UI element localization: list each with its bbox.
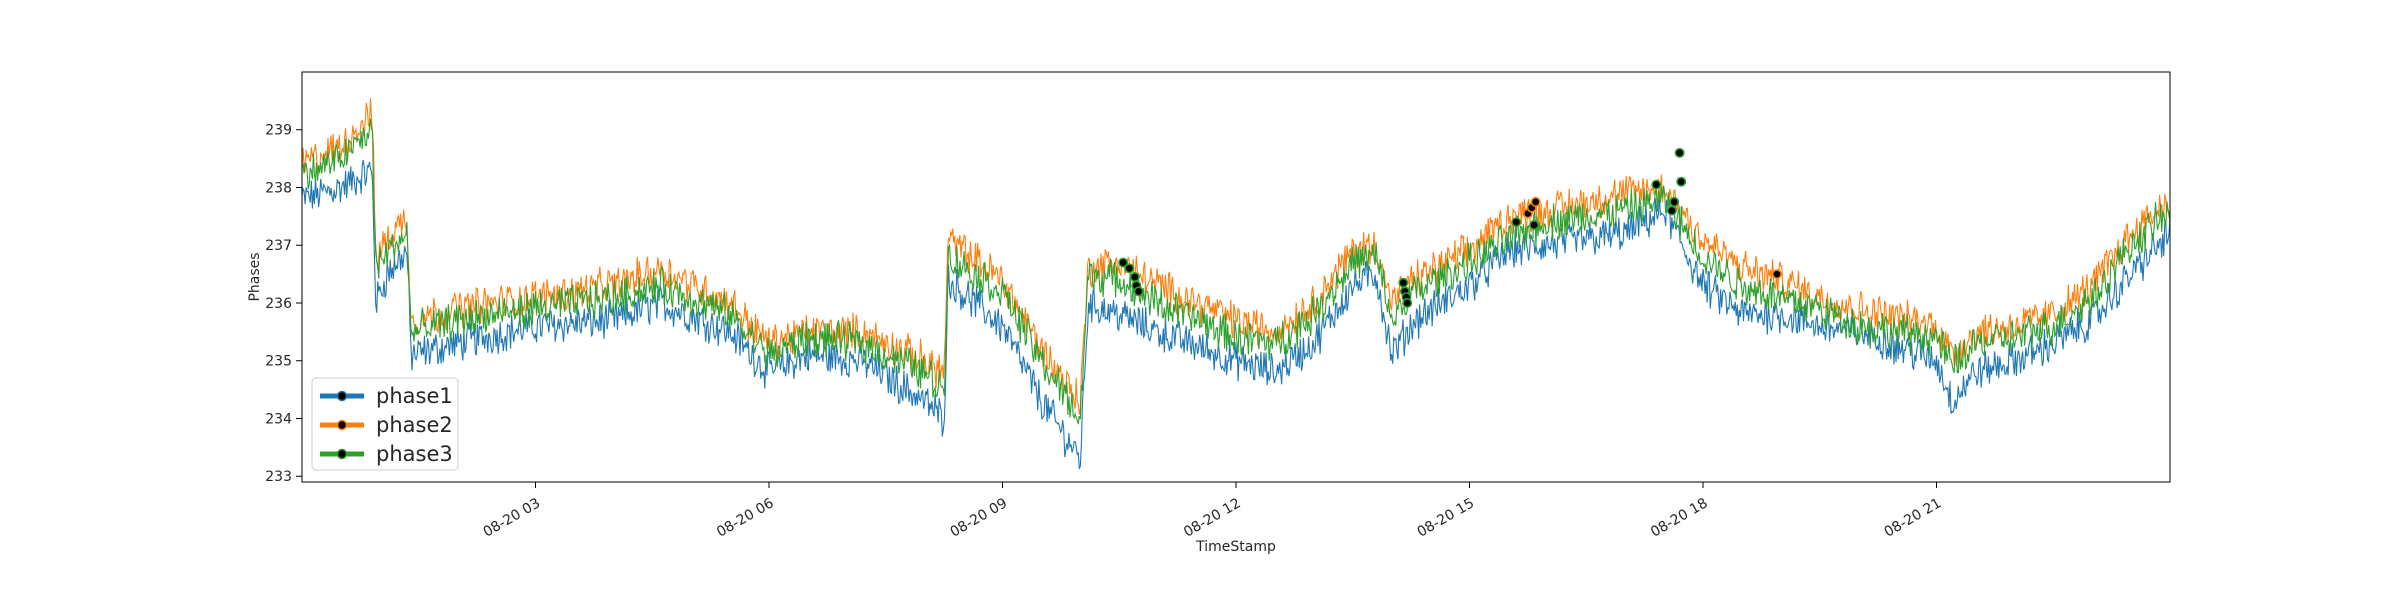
legend-label-phase2: phase2 (376, 413, 453, 437)
y-tick-label: 239 (265, 123, 292, 139)
x-axis-label: TimeStamp (1195, 539, 1276, 555)
y-tick-label: 234 (265, 411, 292, 427)
anomaly-point (1669, 196, 1680, 207)
anomaly-point (1511, 217, 1522, 228)
y-tick-label: 237 (265, 238, 292, 254)
y-axis-label: Phases (247, 252, 263, 301)
anomaly-point (1771, 269, 1782, 280)
legend-box (311, 377, 459, 471)
legend-marker (336, 419, 348, 431)
anomaly-point (1530, 196, 1541, 207)
anomaly-point (1129, 271, 1140, 282)
legend-marker (336, 448, 348, 460)
anomaly-point (1676, 176, 1687, 187)
anomaly-point (1402, 297, 1413, 308)
series-line-phase3 (302, 118, 2170, 425)
anomaly-point (1118, 257, 1129, 268)
y-tick-label: 236 (265, 296, 292, 312)
anomaly-point (1398, 277, 1409, 288)
anomaly-point (1651, 179, 1662, 190)
anomaly-point (1674, 147, 1685, 158)
legend: phase1 phase2 phase3 (311, 377, 459, 471)
anomaly-point (1666, 205, 1677, 216)
y-tick-label: 233 (265, 469, 292, 485)
legend-label-phase1: phase1 (376, 384, 453, 408)
y-tick-label: 238 (265, 180, 292, 196)
legend-label-phase3: phase3 (376, 442, 453, 466)
anomaly-point (1529, 220, 1540, 231)
plot-area (302, 98, 2170, 471)
anomaly-point (1133, 286, 1144, 297)
y-tick-label: 235 (265, 354, 292, 370)
legend-marker (336, 390, 348, 402)
anomaly-point (1124, 263, 1135, 274)
